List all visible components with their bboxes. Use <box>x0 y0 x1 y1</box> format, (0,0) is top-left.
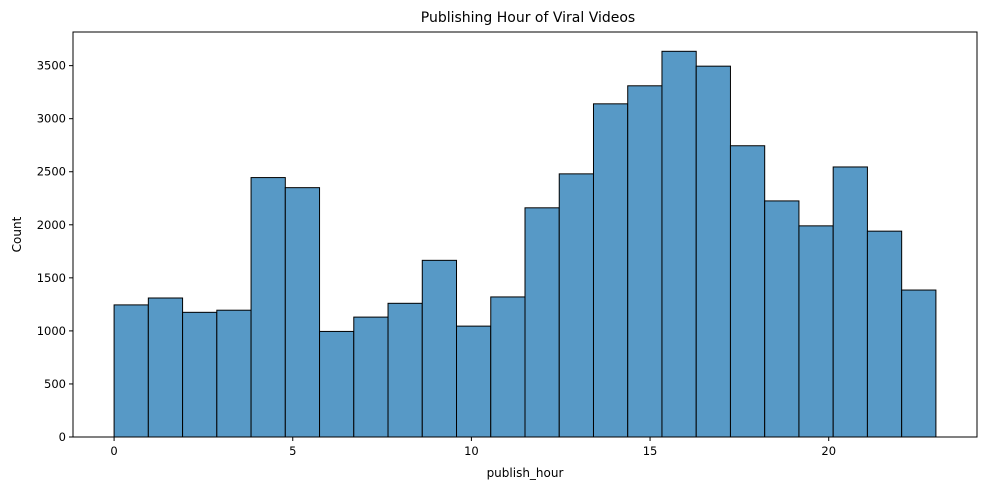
y-tick-label: 1500 <box>37 271 66 285</box>
histogram-bar <box>147 297 184 438</box>
y-axis-label: Count <box>10 216 24 252</box>
chart-title: Publishing Hour of Viral Videos <box>421 10 635 26</box>
y-tick-label: 500 <box>44 377 66 391</box>
x-axis-label: publish_hour <box>487 466 564 480</box>
histogram-bar <box>866 230 903 438</box>
histogram-bar <box>182 311 218 438</box>
plot-frame <box>72 31 978 438</box>
y-tick-label: 0 <box>59 430 66 444</box>
histogram-bar <box>729 145 766 438</box>
y-tick-label: 2500 <box>37 165 66 179</box>
histogram-bar <box>798 225 834 438</box>
histogram-bar <box>627 85 663 438</box>
x-tick-label: 15 <box>643 444 658 458</box>
x-tick-label: 10 <box>464 444 479 458</box>
histogram-bar <box>353 316 389 438</box>
x-tick-label: 20 <box>821 444 836 458</box>
histogram-bar <box>284 187 321 438</box>
histogram-bar <box>319 330 355 438</box>
x-tick-label: 5 <box>289 444 296 458</box>
histogram-bar <box>456 325 492 438</box>
x-tick-label: 0 <box>110 444 117 458</box>
histogram-bar <box>901 289 937 438</box>
y-tick-label: 1000 <box>37 324 66 338</box>
histogram-bar <box>832 166 868 438</box>
histogram-bar <box>558 173 594 438</box>
histogram-bar <box>421 259 458 438</box>
histogram-bar <box>113 304 149 438</box>
histogram-bar <box>490 296 526 438</box>
histogram-bar <box>695 65 731 438</box>
bars-group <box>113 50 937 438</box>
histogram-bar <box>387 302 423 438</box>
y-tick-label: 2000 <box>37 218 66 232</box>
y-tick-label: 3500 <box>37 59 66 73</box>
histogram-bar <box>250 177 286 438</box>
y-axis-ticks: 0 500 1000 1500 2000 2500 3000 3500 <box>37 59 73 444</box>
y-tick-label: 3000 <box>37 112 66 126</box>
histogram-bar <box>764 200 800 438</box>
histogram-bar <box>661 50 697 438</box>
histogram-bar <box>216 309 252 438</box>
histogram-bar <box>524 207 560 438</box>
x-axis-ticks: 0 5 10 15 20 <box>110 437 836 458</box>
histogram-bar <box>592 103 629 438</box>
